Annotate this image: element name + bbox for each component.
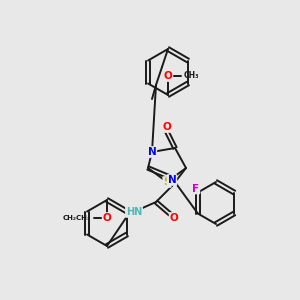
Text: N: N <box>148 147 156 157</box>
Text: O: O <box>164 71 172 81</box>
Text: O: O <box>163 122 171 132</box>
Text: S: S <box>163 177 171 187</box>
Text: CH₂CH₃: CH₂CH₃ <box>63 215 91 221</box>
Text: O: O <box>103 213 111 223</box>
Text: F: F <box>192 184 200 194</box>
Text: N: N <box>168 175 176 185</box>
Text: O: O <box>169 213 178 223</box>
Text: CH₃: CH₃ <box>184 71 200 80</box>
Text: HN: HN <box>126 207 142 217</box>
